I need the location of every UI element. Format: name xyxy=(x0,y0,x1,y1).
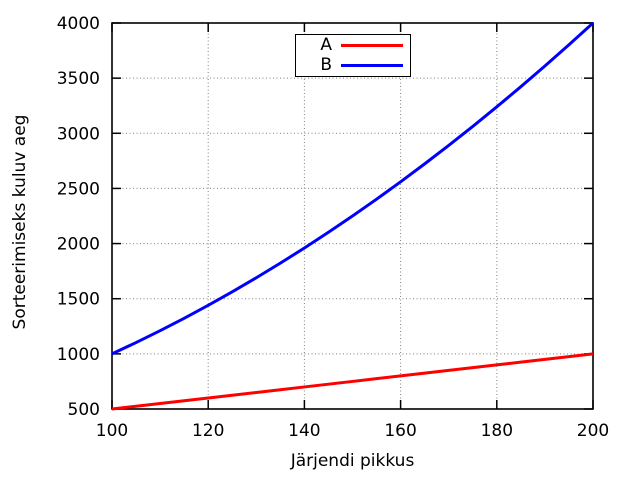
y-tick-label: 1500 xyxy=(57,290,100,310)
plot-border xyxy=(111,22,594,410)
y-tick-label: 3000 xyxy=(57,124,100,144)
legend: A B xyxy=(295,34,411,77)
y-tick-label: 2500 xyxy=(57,179,100,199)
y-tick-label: 1000 xyxy=(57,345,100,365)
y-tick-label: 2000 xyxy=(57,235,100,255)
x-tick-label: 160 xyxy=(384,421,416,441)
legend-label-a: A xyxy=(320,35,332,56)
y-tick-label: 3500 xyxy=(57,69,100,89)
y-axis-label: Sorteerimiseks kuluv aeg xyxy=(10,114,30,330)
y-tick-label: 4000 xyxy=(57,14,100,34)
x-tick-label: 140 xyxy=(288,421,320,441)
x-axis-label: Järjendi pikkus xyxy=(290,451,415,471)
series-A-line xyxy=(111,352,594,411)
legend-row-a: A xyxy=(296,36,410,55)
y-tick-label: 500 xyxy=(68,400,100,420)
x-tick-label: 120 xyxy=(192,421,224,441)
x-tick-label: 180 xyxy=(481,421,513,441)
legend-label-b: B xyxy=(320,54,332,75)
legend-row-b: B xyxy=(296,54,410,75)
legend-line-sample-b xyxy=(341,63,403,67)
x-tick-label: 200 xyxy=(577,421,609,441)
legend-line-sample-a xyxy=(341,44,403,48)
x-tick-label: 100 xyxy=(96,421,128,441)
series-B-line xyxy=(111,21,595,356)
